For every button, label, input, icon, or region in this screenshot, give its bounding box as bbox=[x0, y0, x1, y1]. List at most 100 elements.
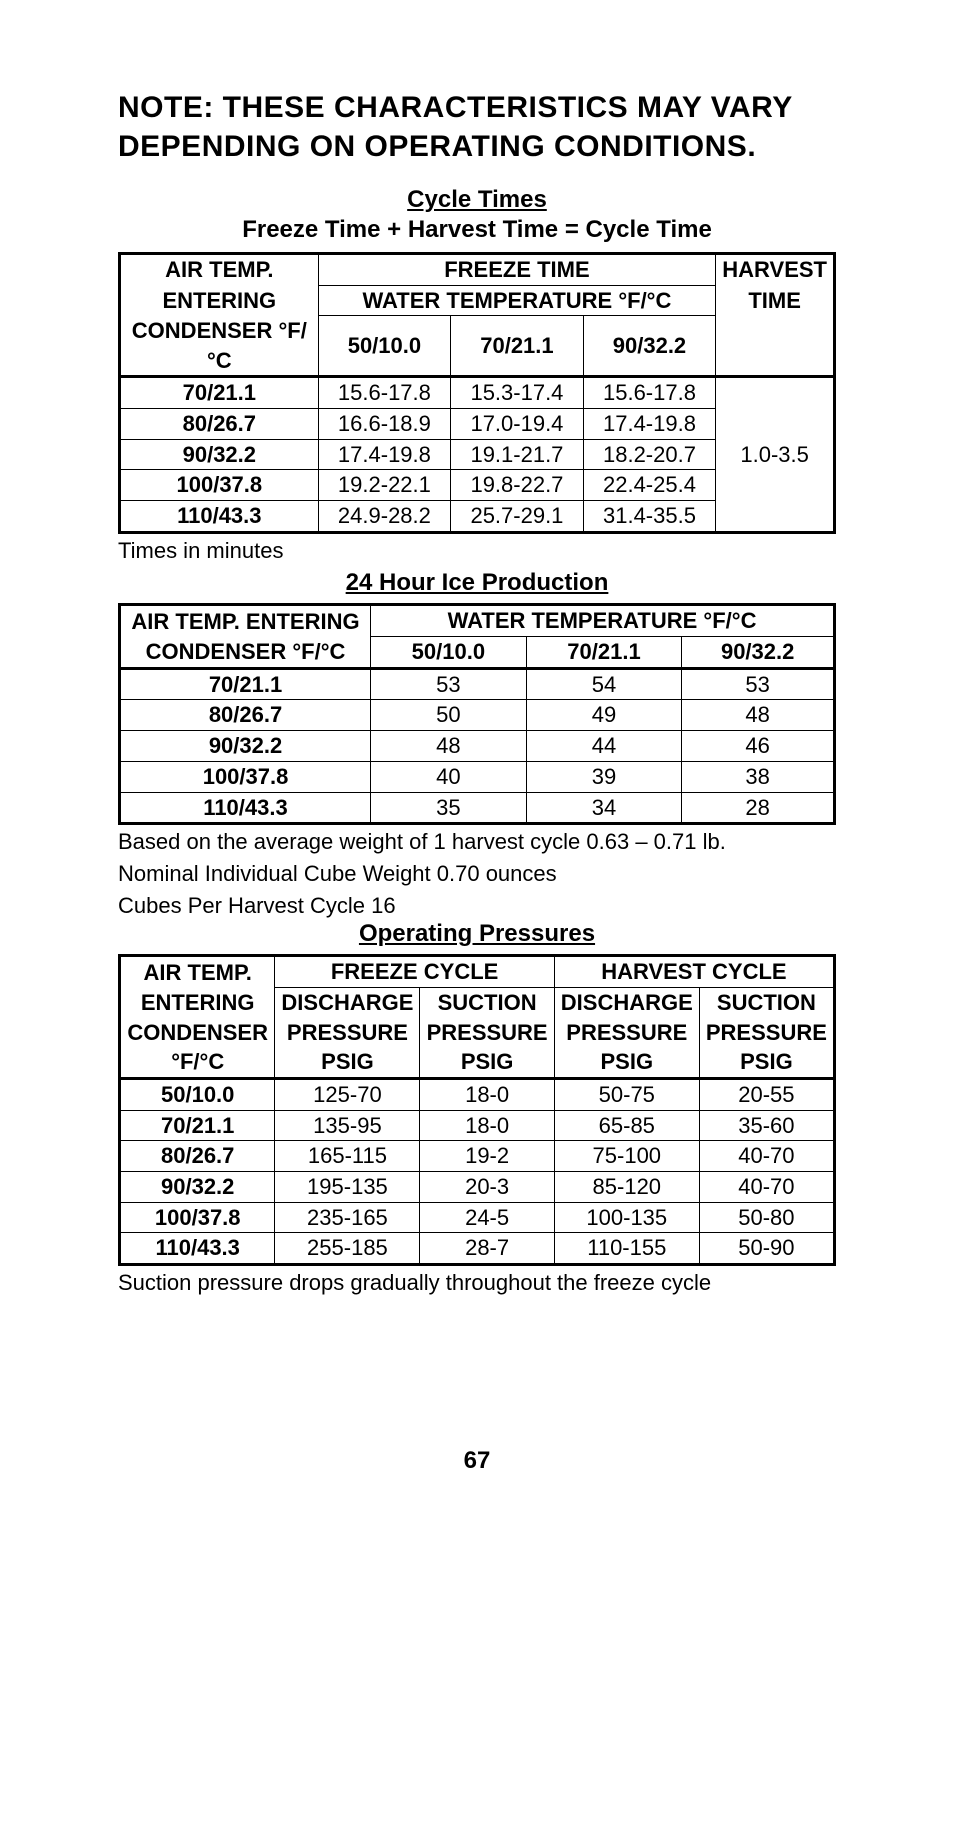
pr-sh-0: DISCHARGE bbox=[275, 987, 420, 1017]
pr-v-4-3: 50-80 bbox=[699, 1202, 834, 1233]
ip-air-0: 70/21.1 bbox=[120, 668, 371, 700]
pr-v-2-0: 165-115 bbox=[275, 1141, 420, 1172]
pr-air-4: 100/37.8 bbox=[120, 1202, 275, 1233]
pr-v-3-1: 20-3 bbox=[420, 1172, 554, 1203]
note-heading: NOTE: THESE CHARACTERISTICS MAY VARY DEP… bbox=[118, 88, 836, 166]
pr-v-5-1: 28-7 bbox=[420, 1233, 554, 1265]
pr-air-5: 110/43.3 bbox=[120, 1233, 275, 1265]
ip-col-2: 90/32.2 bbox=[682, 637, 835, 669]
ct-air-2: 90/32.2 bbox=[120, 439, 319, 470]
ct-v-4-0: 24.9-28.2 bbox=[318, 501, 451, 533]
pr-air-0: 50/10.0 bbox=[120, 1079, 275, 1111]
ct-air-0: 70/21.1 bbox=[120, 377, 319, 409]
pr-rowhdr-l2: ENTERING bbox=[120, 987, 275, 1017]
pr-v-4-1: 24-5 bbox=[420, 1202, 554, 1233]
ip-v-1-1: 49 bbox=[526, 700, 682, 731]
ip-v-2-0: 48 bbox=[371, 731, 527, 762]
pr-rowhdr-l4: °F/°C bbox=[120, 1047, 275, 1078]
ct-v-2-0: 17.4-19.8 bbox=[318, 439, 451, 470]
ip-watertemp-label: WATER TEMPERATURE °F/°C bbox=[371, 605, 835, 637]
ct-v-0-1: 15.3-17.4 bbox=[451, 377, 584, 409]
ct-v-1-2: 17.4-19.8 bbox=[583, 408, 716, 439]
ct-air-4: 110/43.3 bbox=[120, 501, 319, 533]
pr-sh-2: DISCHARGE bbox=[554, 987, 699, 1017]
ice-prod-title: 24 Hour Ice Production bbox=[118, 569, 836, 597]
ip-air-4: 110/43.3 bbox=[120, 792, 371, 824]
pr-air-3: 90/32.2 bbox=[120, 1172, 275, 1203]
ip-v-2-1: 44 bbox=[526, 731, 682, 762]
pr-footnote: Suction pressure drops gradually through… bbox=[118, 1268, 836, 1298]
pr-v-5-2: 110-155 bbox=[554, 1233, 699, 1265]
pr-rowhdr-l3: CONDENSER bbox=[120, 1018, 275, 1048]
ct-rowhdr-l3: CONDENSER °F/°C bbox=[120, 316, 319, 377]
ip-v-0-2: 53 bbox=[682, 668, 835, 700]
pr-v-5-3: 50-90 bbox=[699, 1233, 834, 1265]
ip-foot-0: Based on the average weight of 1 harvest… bbox=[118, 827, 836, 857]
pr-sl3-1: PSIG bbox=[420, 1047, 554, 1078]
ip-air-1: 80/26.7 bbox=[120, 700, 371, 731]
ct-v-3-1: 19.8-22.7 bbox=[451, 470, 584, 501]
ct-v-4-1: 25.7-29.1 bbox=[451, 501, 584, 533]
pr-sl3-3: PSIG bbox=[699, 1047, 834, 1078]
cycle-times-table: AIR TEMP. FREEZE TIME HARVEST ENTERING W… bbox=[118, 252, 836, 534]
ct-col-0: 50/10.0 bbox=[318, 316, 451, 377]
ct-freeze-label: FREEZE TIME bbox=[318, 254, 716, 286]
ct-air-3: 100/37.8 bbox=[120, 470, 319, 501]
ct-harvest-label: HARVEST bbox=[716, 254, 835, 286]
ct-watertemp-label: WATER TEMPERATURE °F/°C bbox=[318, 285, 716, 316]
cycle-times-subtitle: Freeze Time + Harvest Time = Cycle Time bbox=[118, 216, 836, 244]
pr-v-1-1: 18-0 bbox=[420, 1110, 554, 1141]
ip-v-4-2: 28 bbox=[682, 792, 835, 824]
ip-v-3-1: 39 bbox=[526, 761, 682, 792]
ip-v-0-1: 54 bbox=[526, 668, 682, 700]
pr-v-0-0: 125-70 bbox=[275, 1079, 420, 1111]
ip-col-0: 50/10.0 bbox=[371, 637, 527, 669]
ct-v-2-2: 18.2-20.7 bbox=[583, 439, 716, 470]
pr-sl2-0: PRESSURE bbox=[275, 1018, 420, 1048]
ip-air-2: 90/32.2 bbox=[120, 731, 371, 762]
pr-sl2-1: PRESSURE bbox=[420, 1018, 554, 1048]
pr-air-2: 80/26.7 bbox=[120, 1141, 275, 1172]
pr-harvest-label: HARVEST CYCLE bbox=[554, 956, 834, 988]
pr-v-3-3: 40-70 bbox=[699, 1172, 834, 1203]
pr-v-2-2: 75-100 bbox=[554, 1141, 699, 1172]
pressures-title: Operating Pressures bbox=[118, 920, 836, 948]
ct-v-2-1: 19.1-21.7 bbox=[451, 439, 584, 470]
pr-v-2-3: 40-70 bbox=[699, 1141, 834, 1172]
ct-footnote: Times in minutes bbox=[118, 536, 836, 566]
ip-v-4-1: 34 bbox=[526, 792, 682, 824]
ct-time-label: TIME bbox=[716, 285, 835, 316]
pr-v-0-3: 20-55 bbox=[699, 1079, 834, 1111]
ct-v-1-0: 16.6-18.9 bbox=[318, 408, 451, 439]
pr-rowhdr-l1: AIR TEMP. bbox=[120, 956, 275, 988]
pr-v-0-1: 18-0 bbox=[420, 1079, 554, 1111]
pr-v-2-1: 19-2 bbox=[420, 1141, 554, 1172]
ct-v-1-1: 17.0-19.4 bbox=[451, 408, 584, 439]
pr-v-4-0: 235-165 bbox=[275, 1202, 420, 1233]
pr-v-3-0: 195-135 bbox=[275, 1172, 420, 1203]
ip-v-2-2: 46 bbox=[682, 731, 835, 762]
ct-v-4-2: 31.4-35.5 bbox=[583, 501, 716, 533]
ip-v-0-0: 53 bbox=[371, 668, 527, 700]
pr-sl2-2: PRESSURE bbox=[554, 1018, 699, 1048]
pr-sl3-0: PSIG bbox=[275, 1047, 420, 1078]
ip-foot-1: Nominal Individual Cube Weight 0.70 ounc… bbox=[118, 859, 836, 889]
cycle-times-title: Cycle Times bbox=[118, 186, 836, 214]
pr-sh-3: SUCTION bbox=[699, 987, 834, 1017]
ct-v-0-2: 15.6-17.8 bbox=[583, 377, 716, 409]
pr-sl3-2: PSIG bbox=[554, 1047, 699, 1078]
ct-v-3-0: 19.2-22.1 bbox=[318, 470, 451, 501]
ip-foot-2: Cubes Per Harvest Cycle 16 bbox=[118, 891, 836, 921]
pr-v-1-0: 135-95 bbox=[275, 1110, 420, 1141]
pr-air-1: 70/21.1 bbox=[120, 1110, 275, 1141]
ct-harvest-value: 1.0-3.5 bbox=[716, 377, 835, 532]
ip-rowhdr-l2: CONDENSER °F/°C bbox=[120, 637, 371, 669]
page-number: 67 bbox=[0, 1447, 954, 1475]
ip-air-3: 100/37.8 bbox=[120, 761, 371, 792]
pr-freeze-label: FREEZE CYCLE bbox=[275, 956, 554, 988]
ip-v-3-2: 38 bbox=[682, 761, 835, 792]
pr-v-1-3: 35-60 bbox=[699, 1110, 834, 1141]
ct-col-1: 70/21.1 bbox=[451, 316, 584, 377]
pr-v-3-2: 85-120 bbox=[554, 1172, 699, 1203]
ip-v-1-2: 48 bbox=[682, 700, 835, 731]
